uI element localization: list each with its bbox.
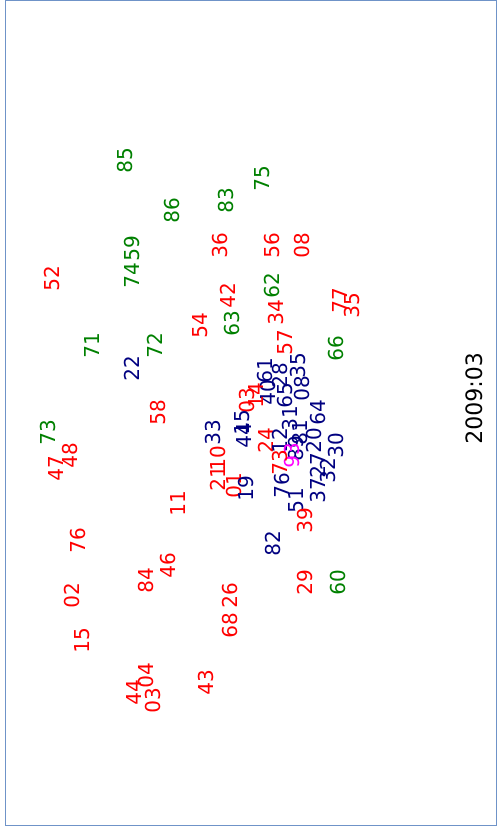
point-label-50: 21 [206, 465, 230, 490]
point-label-71: 03 [141, 687, 165, 712]
point-label-21: 22 [120, 355, 144, 380]
point-label-35: 33 [201, 419, 225, 444]
point-label-55: 51 [284, 487, 308, 512]
point-label-12: 77 [328, 287, 352, 312]
point-label-59: 82 [261, 530, 285, 555]
point-label-53: 76 [270, 472, 294, 497]
point-label-14: 34 [264, 299, 288, 324]
date-label: 2009:03 [463, 352, 488, 443]
point-label-2: 83 [214, 187, 238, 212]
plot-frame [5, 0, 497, 826]
point-label-44: 48 [58, 442, 82, 467]
point-label-45: 47 [44, 455, 68, 480]
point-label-16: 54 [188, 312, 212, 337]
point-label-61: 84 [134, 567, 158, 592]
point-label-63: 60 [326, 569, 350, 594]
point-label-18: 71 [80, 332, 104, 357]
point-label-51: 01 [222, 472, 246, 497]
point-label-47: 73 [268, 449, 292, 474]
point-label-46: 10 [206, 445, 230, 470]
point-label-58: 76 [66, 527, 90, 552]
point-label-49: 32 [316, 457, 340, 482]
point-label-11: 62 [260, 272, 284, 297]
point-label-4: 36 [208, 232, 232, 257]
point-label-68: 04 [134, 662, 158, 687]
point-label-28: 14 [244, 382, 268, 407]
point-label-39: 12 [268, 427, 292, 452]
point-label-38: 24 [254, 427, 278, 452]
point-label-69: 43 [194, 669, 218, 694]
point-label-6: 08 [290, 232, 314, 257]
point-label-27: 65 [273, 382, 297, 407]
point-label-1: 75 [250, 165, 274, 190]
point-label-57: 39 [293, 507, 317, 532]
point-label-48: 27 [306, 452, 330, 477]
point-label-0: 85 [113, 147, 137, 172]
point-label-67: 15 [70, 627, 94, 652]
point-label-26: 40 [256, 379, 280, 404]
point-label-70: 44 [122, 679, 146, 704]
point-label-22: 61 [253, 357, 277, 382]
point-label-64: 26 [218, 582, 242, 607]
point-label-42: 30 [324, 432, 348, 457]
point-label-3: 86 [160, 197, 184, 222]
point-label-62: 29 [293, 569, 317, 594]
point-label-66: 68 [218, 612, 242, 637]
point-label-40: 89 [284, 435, 308, 460]
point-label-5: 56 [260, 232, 284, 257]
point-label-65: 02 [60, 582, 84, 607]
point-label-20: 57 [273, 329, 297, 354]
point-label-23: 35 [286, 352, 310, 377]
point-label-13: 35 [340, 292, 364, 317]
point-label-24: 28 [268, 362, 292, 387]
point-label-15: 63 [220, 310, 244, 335]
point-label-43: 93 [280, 442, 304, 467]
point-label-52: 19 [234, 475, 258, 500]
point-label-7: 59 [120, 235, 144, 260]
point-label-19: 66 [324, 335, 348, 360]
point-label-9: 52 [40, 265, 64, 290]
point-label-17: 72 [143, 332, 167, 357]
point-label-41: 20 [302, 427, 326, 452]
point-label-36: 44 [232, 422, 256, 447]
point-label-10: 42 [216, 282, 240, 307]
point-label-31: 58 [146, 399, 170, 424]
point-label-54: 37 [306, 477, 330, 502]
point-label-37: 81 [288, 419, 312, 444]
point-label-56: 11 [166, 490, 190, 515]
point-label-8: 74 [120, 262, 144, 287]
point-label-34: 73 [36, 419, 60, 444]
point-label-25: 08 [290, 375, 314, 400]
point-label-60: 46 [156, 552, 180, 577]
point-label-33: 31 [278, 405, 302, 430]
point-label-30: 64 [306, 399, 330, 424]
point-label-29: 03 [235, 387, 259, 412]
point-label-32: 15 [230, 409, 254, 434]
